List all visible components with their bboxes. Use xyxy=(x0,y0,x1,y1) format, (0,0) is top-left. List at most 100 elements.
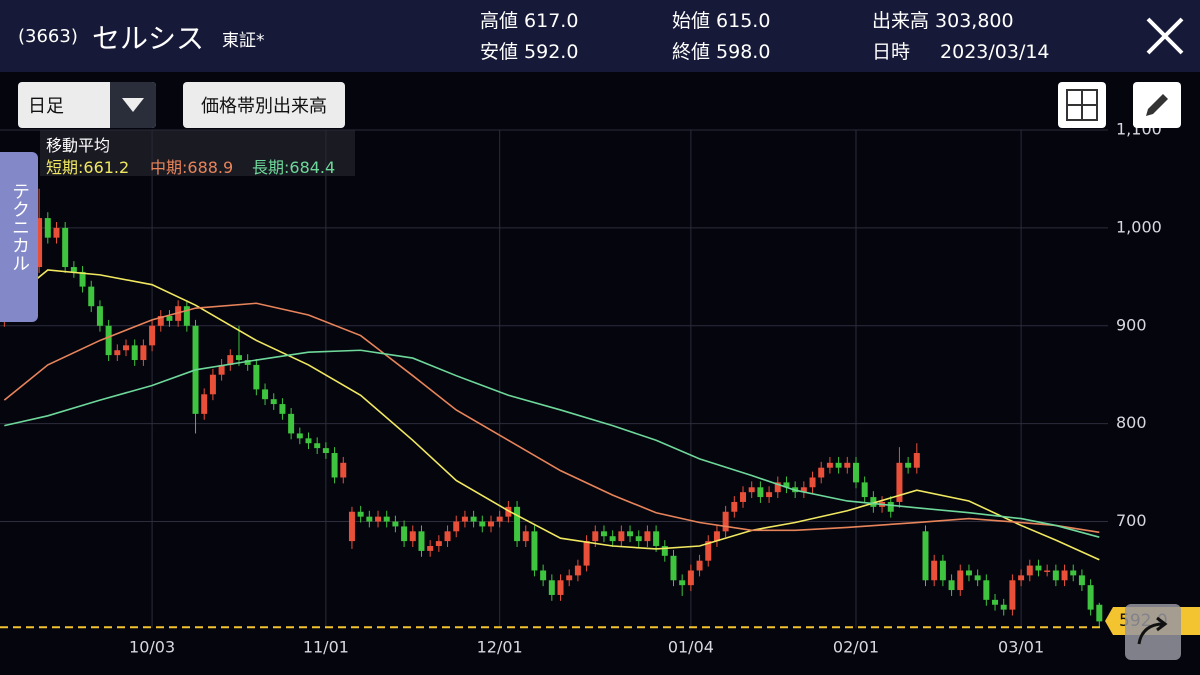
stat: 安値 592.0 xyxy=(480,37,672,68)
layout-button[interactable] xyxy=(1058,82,1106,128)
candle-body xyxy=(948,580,955,591)
candle-body xyxy=(401,526,408,542)
period-select[interactable]: 日足 xyxy=(18,82,156,128)
candle-body xyxy=(418,531,425,551)
stat-value: 598.0 xyxy=(716,41,771,63)
candle-body xyxy=(375,516,382,522)
candle-body xyxy=(670,555,677,581)
candle-body xyxy=(183,306,190,326)
candle-body xyxy=(392,521,399,527)
legend: 移動平均 短期:661.2 中期:688.9 長期:684.4 xyxy=(40,130,355,177)
candle-body xyxy=(157,315,164,326)
moving-average-line xyxy=(4,349,1100,538)
y-tick-label: 900 xyxy=(1116,315,1147,334)
stat: 日時 2023/03/14 xyxy=(872,37,1112,68)
volume-profile-button[interactable]: 価格帯別出来高 xyxy=(183,82,345,128)
header: (3663) セルシス 東証* 高値 617.0 安値 592.0 始値 615.0 終値 5… xyxy=(0,0,1200,72)
candle-body xyxy=(835,462,842,468)
stat-label: 安値 xyxy=(480,41,519,63)
technical-tab[interactable]: テクニカル xyxy=(0,152,38,322)
candle-body xyxy=(653,531,660,547)
candle-body xyxy=(70,267,77,272)
candle-body xyxy=(470,516,477,522)
candle-body xyxy=(557,580,564,595)
candle-body xyxy=(131,345,138,361)
candle-body xyxy=(1096,604,1103,622)
stat: 始値 615.0 xyxy=(672,6,872,37)
candle-body xyxy=(461,516,468,522)
draw-button[interactable] xyxy=(1133,82,1181,128)
candle-body xyxy=(818,467,825,478)
candle-body xyxy=(722,511,729,532)
candle-body xyxy=(531,531,538,571)
candle-body xyxy=(479,521,486,527)
x-tick-label: 02/01 xyxy=(833,638,879,657)
candle-body xyxy=(661,546,668,556)
candle-body xyxy=(1026,565,1033,576)
x-tick-label: 10/03 xyxy=(129,638,175,657)
stat: 終値 598.0 xyxy=(672,37,872,68)
candle-body xyxy=(123,345,130,351)
candle-body xyxy=(209,374,216,395)
candle-body xyxy=(62,227,69,268)
candle-body xyxy=(487,521,494,527)
candle-body xyxy=(366,516,373,522)
candle-body xyxy=(731,501,738,512)
candle-body xyxy=(965,570,972,576)
x-tick-label: 03/01 xyxy=(998,638,1044,657)
candle-body xyxy=(1000,604,1007,610)
candle-body xyxy=(262,389,269,400)
candle-body xyxy=(1018,575,1025,581)
candle-body xyxy=(774,482,781,493)
candle-body xyxy=(783,482,790,488)
stat: 高値 617.0 xyxy=(480,6,672,37)
candle-body xyxy=(105,325,112,356)
candle-body xyxy=(757,487,764,498)
stat-label: 高値 xyxy=(480,10,519,32)
candle-body xyxy=(540,570,547,581)
candle-body xyxy=(322,448,329,454)
candle-body xyxy=(357,511,364,517)
name: セルシス xyxy=(92,22,205,55)
candle-body xyxy=(905,462,912,468)
stats: 高値 617.0 安値 592.0 始値 615.0 終値 598.0 出来高 303,800 日時… xyxy=(480,6,1112,68)
candle-body xyxy=(592,531,599,542)
close-button[interactable] xyxy=(1145,16,1185,56)
legend-entry: 中期:688.9 xyxy=(150,158,234,177)
stat-label: 始値 xyxy=(672,10,711,32)
candle-body xyxy=(705,541,712,561)
candle-body xyxy=(1070,570,1077,576)
stat-value: 2023/03/14 xyxy=(940,41,1050,63)
candle-body xyxy=(114,350,121,356)
legend-entry: 長期:684.4 xyxy=(252,158,336,177)
candle-body xyxy=(305,438,312,444)
candle-body xyxy=(36,218,43,268)
candle-body xyxy=(852,462,859,483)
candle-body xyxy=(870,497,877,507)
candle-body xyxy=(296,433,303,439)
candle-body xyxy=(957,570,964,591)
candle-body xyxy=(140,345,147,361)
candle-body xyxy=(201,394,208,414)
period: 日足 xyxy=(28,96,64,117)
candle-body xyxy=(1044,570,1051,572)
y-tick-label: 1,000 xyxy=(1116,217,1162,236)
scroll-latest-button[interactable] xyxy=(1125,604,1181,660)
candle-body xyxy=(383,516,390,522)
candle-body xyxy=(809,477,816,488)
x-tick-label: 12/01 xyxy=(477,638,523,657)
candle-body xyxy=(279,404,286,414)
candle-body xyxy=(1061,570,1068,581)
candle-body xyxy=(88,286,95,307)
candle-body xyxy=(340,462,347,478)
candle-body xyxy=(244,360,251,365)
candle-body xyxy=(566,575,573,581)
y-tick-label: 700 xyxy=(1116,511,1147,530)
stat-value: 617.0 xyxy=(524,10,579,32)
candle-body xyxy=(992,599,999,605)
candle-body xyxy=(522,531,529,542)
candle-body xyxy=(1078,575,1085,586)
candle-body xyxy=(1009,580,1016,610)
candle-body xyxy=(635,536,642,542)
x-tick-label: 11/01 xyxy=(303,638,349,657)
